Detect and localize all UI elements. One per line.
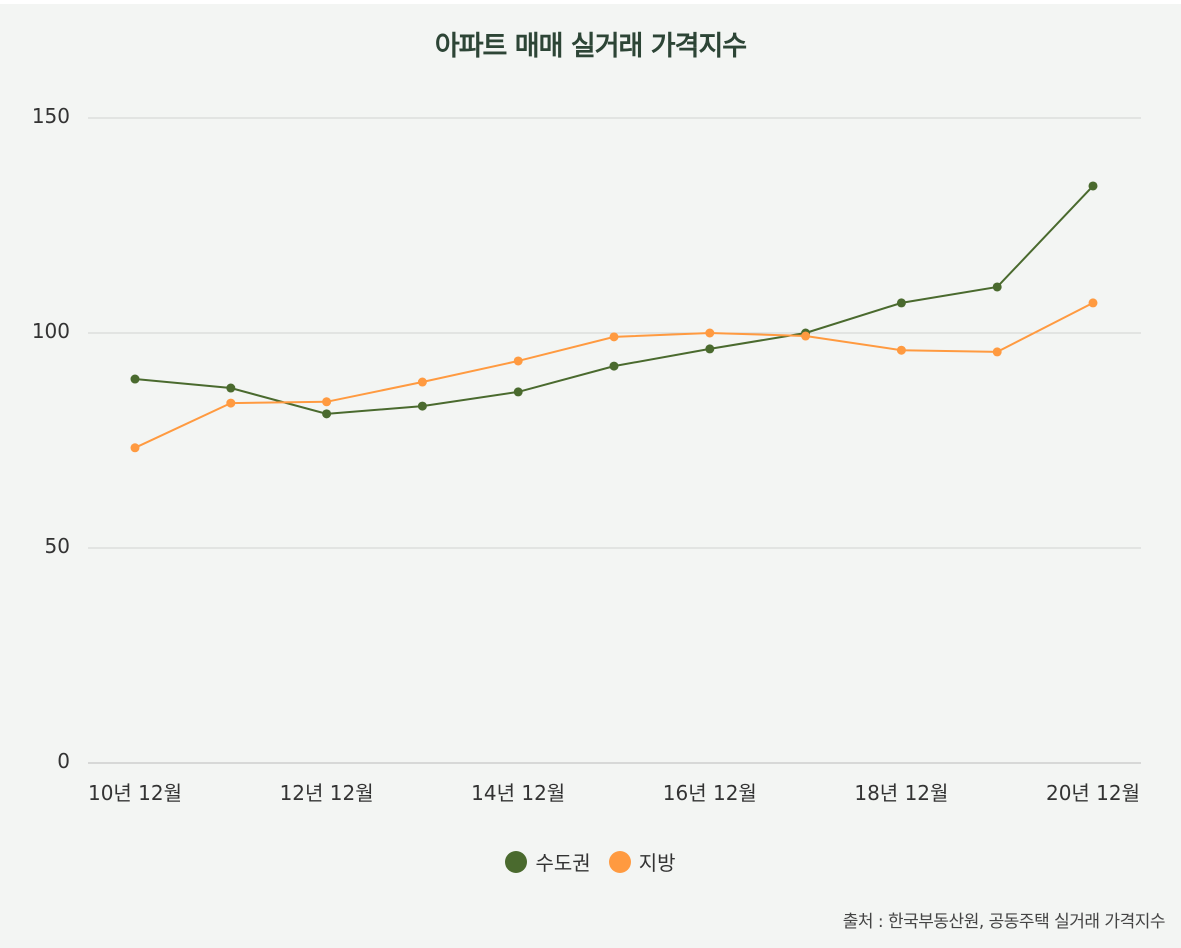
data-point bbox=[609, 332, 619, 342]
data-point bbox=[896, 298, 906, 308]
legend-label: 수도권 bbox=[535, 851, 591, 875]
series-line-1 bbox=[134, 302, 1094, 449]
legend-item-capital[interactable]: 수도권 bbox=[505, 847, 591, 876]
y-tick-label: 100 bbox=[32, 319, 70, 343]
data-point bbox=[896, 345, 906, 355]
data-point bbox=[417, 377, 427, 387]
x-tick-label: 18년 12월 bbox=[854, 781, 948, 805]
y-tick-label: 50 bbox=[45, 534, 70, 558]
legend: 수도권 지방 bbox=[0, 847, 1181, 876]
data-point bbox=[705, 328, 715, 338]
data-point bbox=[1088, 181, 1098, 191]
data-point bbox=[705, 344, 715, 354]
data-point bbox=[130, 443, 140, 453]
x-tick-label: 20년 12월 bbox=[1046, 781, 1140, 805]
data-point bbox=[226, 383, 236, 393]
data-point bbox=[322, 397, 332, 407]
data-point bbox=[322, 409, 332, 419]
series-line-0 bbox=[134, 185, 1094, 415]
line-chart: 0 50 100 150 10년 12월 12년 12월 14년 12월 16년 12월 18년… bbox=[32, 104, 1141, 805]
data-point bbox=[513, 387, 523, 397]
x-tick-label: 14년 12월 bbox=[471, 781, 565, 805]
x-tick-label: 10년 12월 bbox=[88, 781, 182, 805]
x-tick-label: 16년 12월 bbox=[663, 781, 757, 805]
data-point bbox=[992, 347, 1002, 357]
legend-marker-icon bbox=[608, 850, 631, 873]
data-point bbox=[609, 361, 619, 371]
source-note: 출처 : 한국부동산원, 공동주택 실거래 가격지수 bbox=[842, 912, 1166, 932]
y-tick-label: 150 bbox=[32, 104, 70, 128]
chart-title: 아파트 매매 실거래 가격지수 bbox=[434, 31, 747, 62]
data-point bbox=[130, 374, 140, 384]
data-point bbox=[1088, 298, 1098, 308]
legend-label: 지방 bbox=[638, 851, 676, 875]
x-tick-label: 12년 12월 bbox=[280, 781, 374, 805]
data-point bbox=[513, 356, 523, 366]
data-point bbox=[992, 282, 1002, 292]
legend-marker-icon bbox=[505, 850, 528, 873]
legend-item-local[interactable]: 지방 bbox=[608, 847, 676, 876]
chart-card: 0 50 100 150 10년 12월 12년 12월 14년 12월 16년 12월 18년… bbox=[0, 4, 1181, 948]
data-point bbox=[417, 401, 427, 411]
data-point bbox=[226, 398, 236, 408]
y-tick-label: 0 bbox=[57, 749, 70, 773]
data-point bbox=[801, 331, 811, 341]
